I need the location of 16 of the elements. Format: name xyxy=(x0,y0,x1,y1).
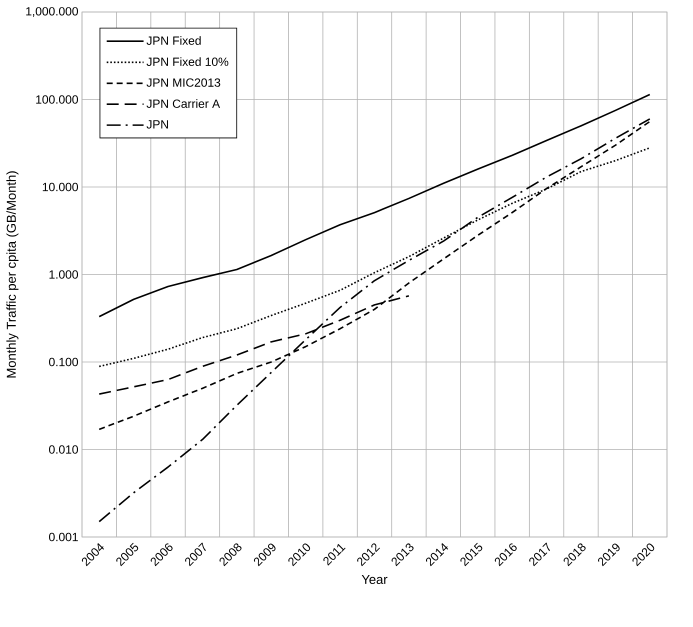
legend-label: JPN Fixed 10% xyxy=(146,57,228,66)
y-tick-label: 0.010 xyxy=(49,445,78,454)
y-axis-title: Monthly Traffic per cpita (GB/Month) xyxy=(6,171,18,378)
line-series xyxy=(98,94,651,318)
y-tick-label: 10.000 xyxy=(42,182,78,192)
legend-label: JPN Fixed xyxy=(146,36,201,45)
y-tick-label: 0.100 xyxy=(49,358,78,366)
legend-label: JPN MIC2013 xyxy=(146,78,220,87)
legend-label: JPN Carrier A xyxy=(146,99,220,108)
line-series xyxy=(98,118,651,522)
y-tick-label: 1.000 xyxy=(49,270,78,279)
y-tick-label: 1,000.000 xyxy=(26,7,78,17)
y-tick-label: 0.001 xyxy=(49,532,78,542)
y-tick-label: 100.000 xyxy=(36,95,78,104)
x-axis-title: Year xyxy=(362,574,388,584)
legend-label: JPN xyxy=(146,120,168,129)
